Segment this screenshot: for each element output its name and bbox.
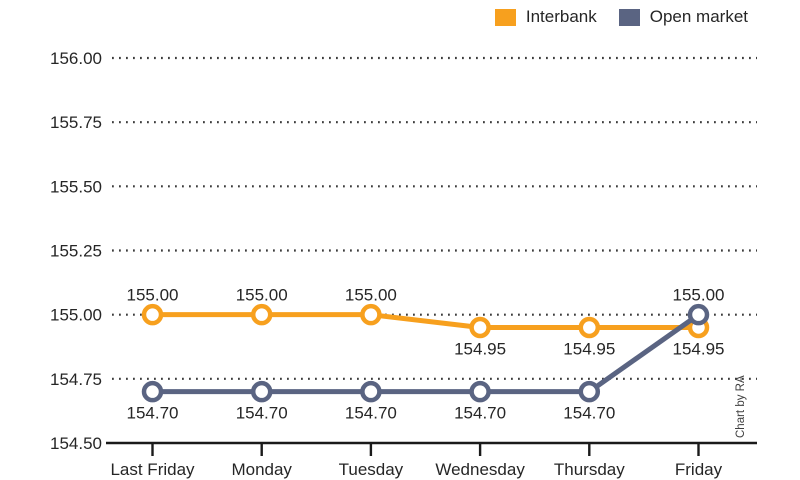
y-tick-label: 156.00 bbox=[50, 49, 102, 68]
legend-label: Interbank bbox=[525, 7, 597, 26]
data-point-marker-open-market bbox=[360, 380, 382, 403]
data-point-marker-interbank bbox=[250, 303, 273, 326]
value-label: 155.00 bbox=[127, 286, 179, 305]
value-label: 154.70 bbox=[563, 404, 615, 423]
legend-item-interbank: Interbank bbox=[494, 7, 597, 27]
y-tick-label: 155.25 bbox=[50, 242, 102, 261]
value-label: 154.95 bbox=[454, 340, 506, 359]
series-line-interbank bbox=[150, 312, 701, 330]
data-point-marker-interbank bbox=[469, 316, 491, 339]
y-tick-label: 154.75 bbox=[50, 370, 102, 389]
y-tick-label: 154.50 bbox=[50, 434, 102, 453]
value-label: 154.70 bbox=[236, 404, 288, 423]
data-point-marker-open-market bbox=[578, 380, 601, 403]
value-label: 154.70 bbox=[454, 404, 506, 423]
value-label: 155.00 bbox=[673, 286, 725, 305]
data-point-marker-interbank bbox=[578, 316, 601, 339]
chart-legend: Interbank Open market bbox=[494, 7, 748, 27]
y-tick-label: 155.75 bbox=[50, 113, 102, 132]
value-label: 154.95 bbox=[673, 340, 725, 359]
x-tick-label: Last Friday bbox=[110, 460, 195, 479]
legend-item-open-market: Open market bbox=[618, 7, 748, 27]
series-line-open-market bbox=[150, 312, 701, 395]
x-tick-label: Friday bbox=[675, 460, 723, 479]
data-point-marker-interbank bbox=[360, 303, 382, 326]
x-tick-label: Tuesday bbox=[339, 460, 404, 479]
data-point-marker-interbank bbox=[141, 303, 164, 326]
x-tick-label: Thursday bbox=[554, 460, 625, 479]
data-point-marker-open-market bbox=[469, 380, 491, 403]
x-tick-label: Wednesday bbox=[435, 460, 525, 479]
value-label: 155.00 bbox=[345, 286, 397, 305]
data-point-marker-open-market bbox=[141, 380, 164, 403]
y-tick-label: 155.50 bbox=[50, 177, 102, 196]
legend-swatch bbox=[494, 8, 516, 26]
legend-swatch bbox=[618, 8, 640, 26]
data-point-marker-open-market bbox=[250, 380, 273, 403]
x-tick-label: Monday bbox=[231, 460, 292, 479]
value-label: 155.00 bbox=[236, 286, 288, 305]
legend-label: Open market bbox=[649, 7, 748, 26]
y-tick-label: 155.00 bbox=[50, 306, 102, 325]
value-label: 154.70 bbox=[345, 404, 397, 423]
data-point-marker-open-market bbox=[687, 303, 710, 326]
value-label: 154.70 bbox=[127, 404, 179, 423]
value-label: 154.95 bbox=[563, 340, 615, 359]
chart-credit: Chart by RA bbox=[735, 375, 747, 438]
